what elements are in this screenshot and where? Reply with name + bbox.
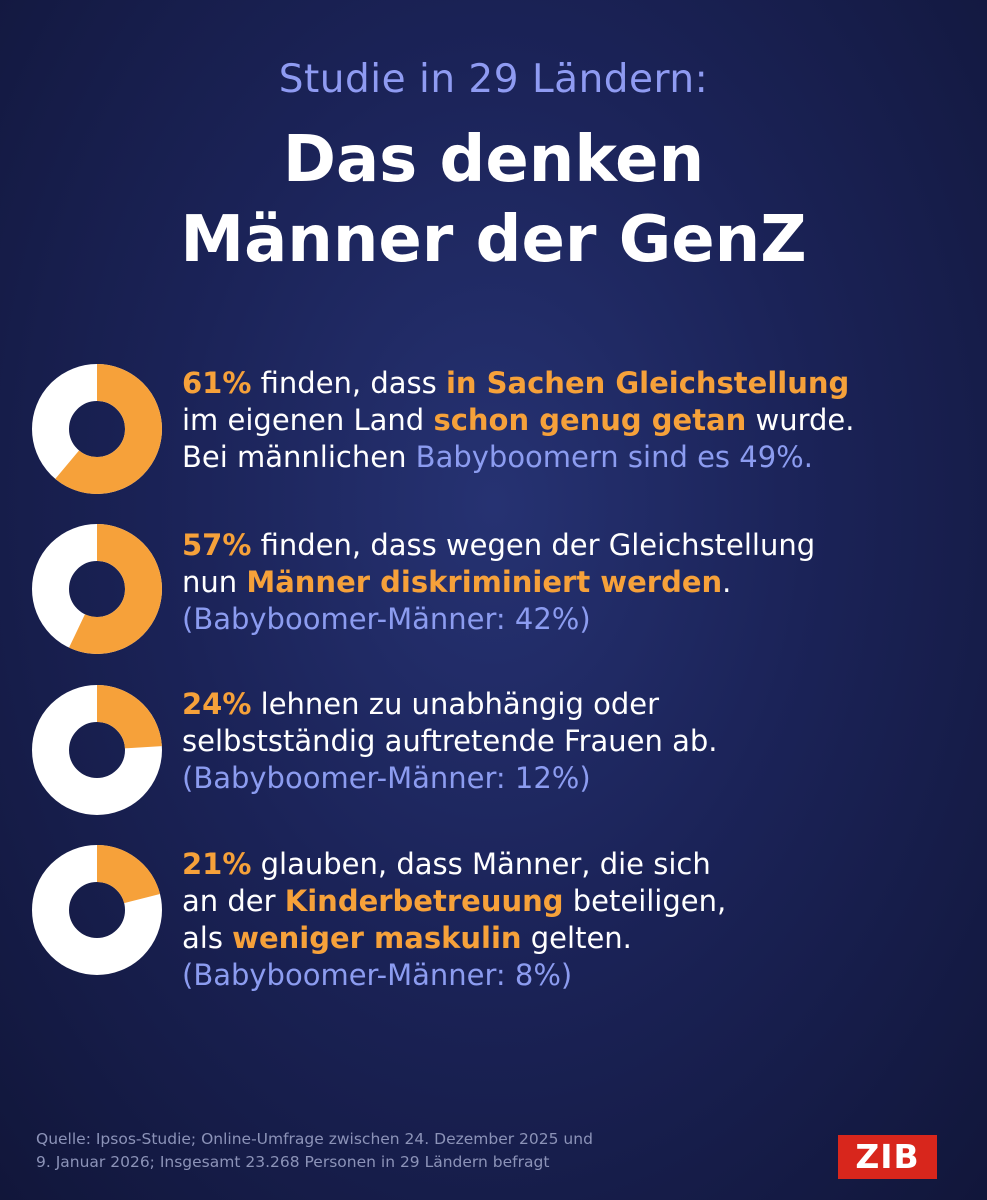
donut-value-slice bbox=[32, 845, 162, 975]
stat-4-line-4: (Babyboomer-Männer: 8%) bbox=[182, 957, 972, 994]
comparison-text: (Babyboomer-Männer: 42%) bbox=[182, 602, 591, 636]
stat-2-line-2: nun Männer diskriminiert werden. bbox=[182, 564, 972, 601]
donut-value-slice bbox=[32, 364, 162, 494]
body-text: lehnen zu unabhängig oder bbox=[251, 687, 660, 721]
title-line-1: Das denken bbox=[282, 123, 705, 197]
highlight-text: 21% bbox=[182, 847, 252, 881]
stat-3-line-1: 24% lehnen zu unabhängig oder bbox=[182, 686, 972, 723]
body-text: finden, dass wegen der Gleichstellung bbox=[251, 528, 816, 562]
source-line-1: Quelle: Ipsos-Studie; Online-Umfrage zwi… bbox=[36, 1130, 593, 1148]
highlight-text: Kinderbetreuung bbox=[284, 884, 564, 918]
donut-value-slice bbox=[32, 524, 162, 654]
highlight-text: Männer diskriminiert werden bbox=[246, 565, 723, 599]
body-text: im eigenen Land bbox=[182, 403, 434, 437]
stat-text-3: 24% lehnen zu unabhängig oder selbststän… bbox=[182, 686, 972, 797]
highlight-text: in Sachen Gleichstellung bbox=[445, 366, 850, 400]
stat-text-2: 57% finden, dass wegen der Gleichstellun… bbox=[182, 527, 972, 638]
highlight-text: 57% bbox=[182, 528, 252, 562]
body-text: . bbox=[722, 565, 732, 599]
stat-1-line-1: 61% finden, dass in Sachen Gleichstellun… bbox=[182, 365, 972, 402]
stat-4-line-3: als weniger maskulin gelten. bbox=[182, 920, 972, 957]
stat-2-line-1: 57% finden, dass wegen der Gleichstellun… bbox=[182, 527, 972, 564]
source-line-2: 9. Januar 2026; Insgesamt 23.268 Persone… bbox=[36, 1153, 550, 1171]
donut-chart-3 bbox=[32, 685, 162, 815]
donut-value-slice bbox=[32, 685, 162, 815]
stat-3-line-2: selbstständig auftretende Frauen ab. bbox=[182, 723, 972, 760]
donut-chart-1 bbox=[32, 364, 162, 494]
highlight-text: 24% bbox=[182, 687, 252, 721]
body-text: selbstständig auftretende Frauen ab. bbox=[182, 724, 718, 758]
body-text: finden, dass bbox=[251, 366, 446, 400]
stat-text-1: 61% finden, dass in Sachen Gleichstellun… bbox=[182, 365, 972, 476]
stat-4-line-2: an der Kinderbetreuung beteiligen, bbox=[182, 883, 972, 920]
source-note: Quelle: Ipsos-Studie; Online-Umfrage zwi… bbox=[36, 1128, 593, 1174]
body-text: Bei männlichen bbox=[182, 440, 416, 474]
zib-logo: ZIB bbox=[838, 1135, 937, 1179]
page-title: Das denken Männer der GenZ bbox=[0, 120, 987, 280]
stat-2-line-3: (Babyboomer-Männer: 42%) bbox=[182, 601, 972, 638]
stat-text-4: 21% glauben, dass Männer, die sich an de… bbox=[182, 846, 972, 994]
stat-1-line-2: im eigenen Land schon genug getan wurde. bbox=[182, 402, 972, 439]
comparison-text: (Babyboomer-Männer: 8%) bbox=[182, 958, 573, 992]
donut-chart-2 bbox=[32, 524, 162, 654]
comparison-text: (Babyboomer-Männer: 12%) bbox=[182, 761, 591, 795]
donut-chart-4 bbox=[32, 845, 162, 975]
title-line-2: Männer der GenZ bbox=[180, 203, 807, 277]
stat-4-line-1: 21% glauben, dass Männer, die sich bbox=[182, 846, 972, 883]
highlight-text: schon genug getan bbox=[433, 403, 747, 437]
highlight-text: 61% bbox=[182, 366, 252, 400]
body-text: wurde. bbox=[746, 403, 855, 437]
comparison-text: Babyboomern sind es 49%. bbox=[415, 440, 813, 474]
subtitle: Studie in 29 Ländern: bbox=[278, 57, 709, 102]
body-text: nun bbox=[182, 565, 247, 599]
body-text: glauben, dass Männer, die sich bbox=[251, 847, 711, 881]
body-text: als bbox=[182, 921, 233, 955]
stat-1-line-3: Bei männlichen Babyboomern sind es 49%. bbox=[182, 439, 972, 476]
body-text: gelten. bbox=[521, 921, 632, 955]
body-text: an der bbox=[182, 884, 285, 918]
highlight-text: weniger maskulin bbox=[232, 921, 522, 955]
stat-3-line-3: (Babyboomer-Männer: 12%) bbox=[182, 760, 972, 797]
body-text: beteiligen, bbox=[563, 884, 727, 918]
